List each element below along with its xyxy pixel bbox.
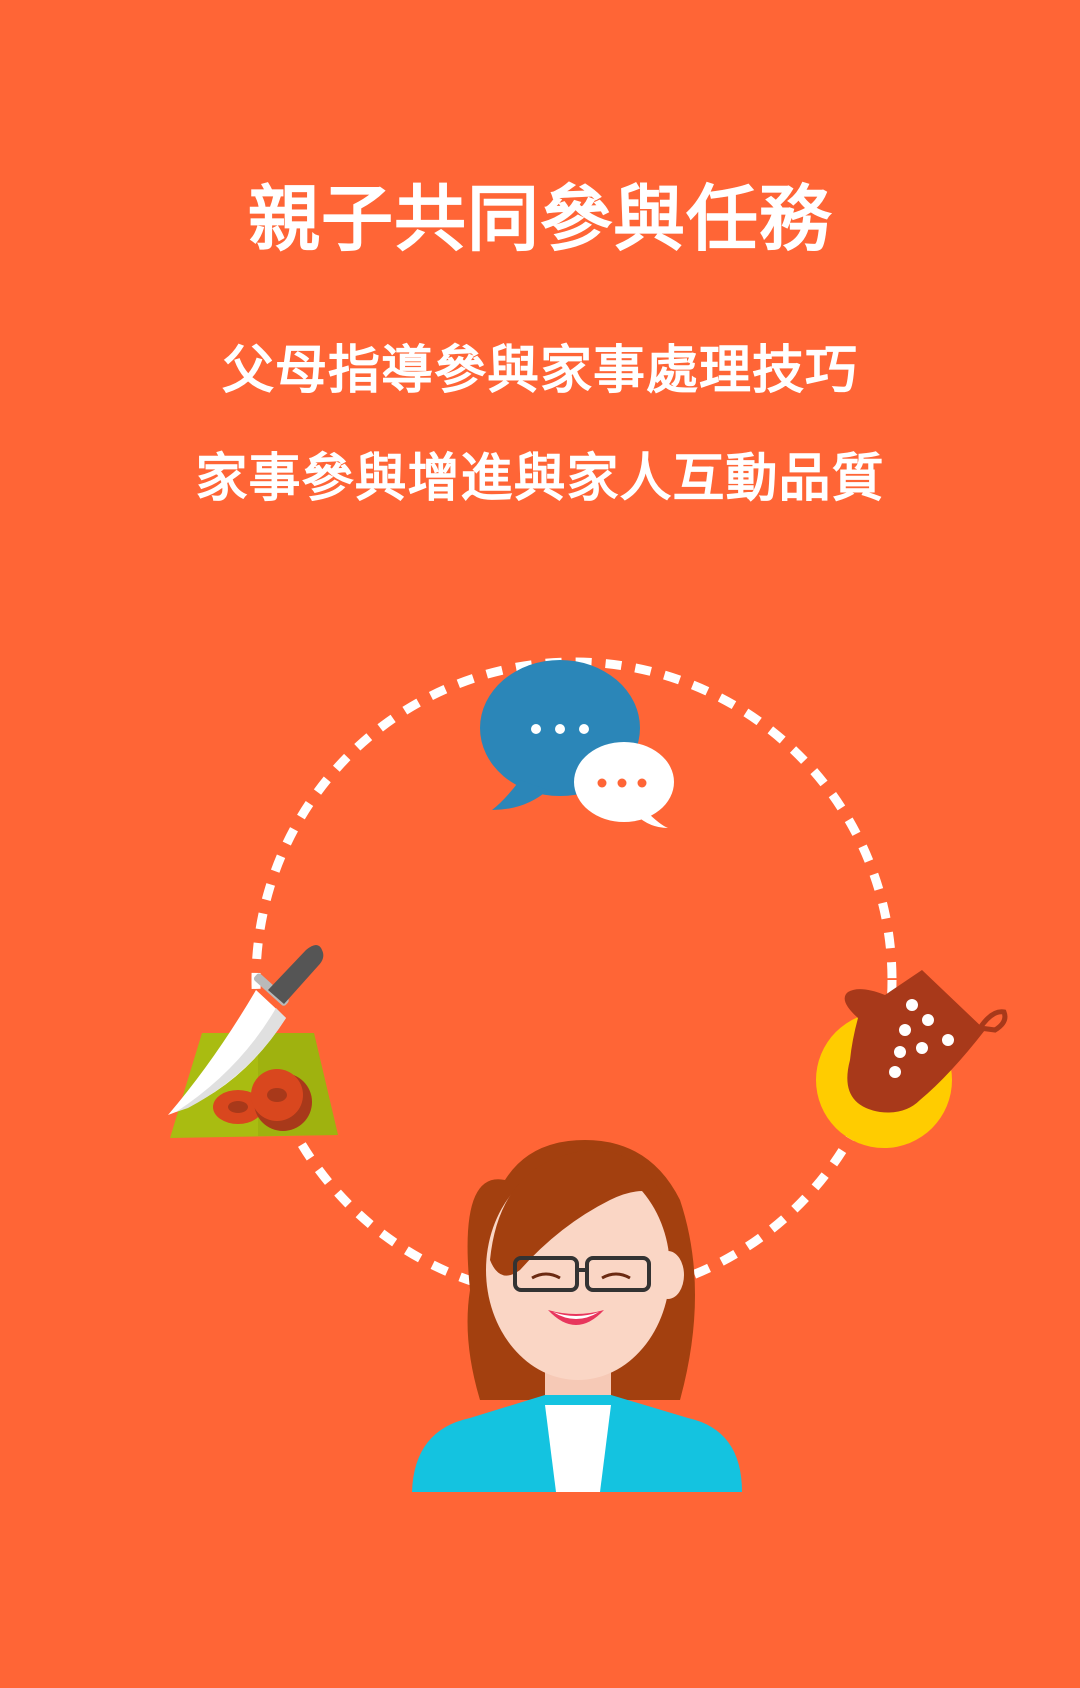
- subtitle-line-1: 父母指導參與家事處理技巧: [221, 341, 858, 401]
- chat-bubbles-icon: [480, 660, 674, 828]
- subtitle-line-2: 家事參與增進與家人互動品質: [195, 449, 885, 509]
- knife-cutting-board-icon: [168, 945, 338, 1138]
- oven-mitt-icon: [816, 970, 1008, 1148]
- page-title: 親子共同參與任務: [247, 177, 832, 261]
- woman-avatar-icon: [412, 1140, 742, 1492]
